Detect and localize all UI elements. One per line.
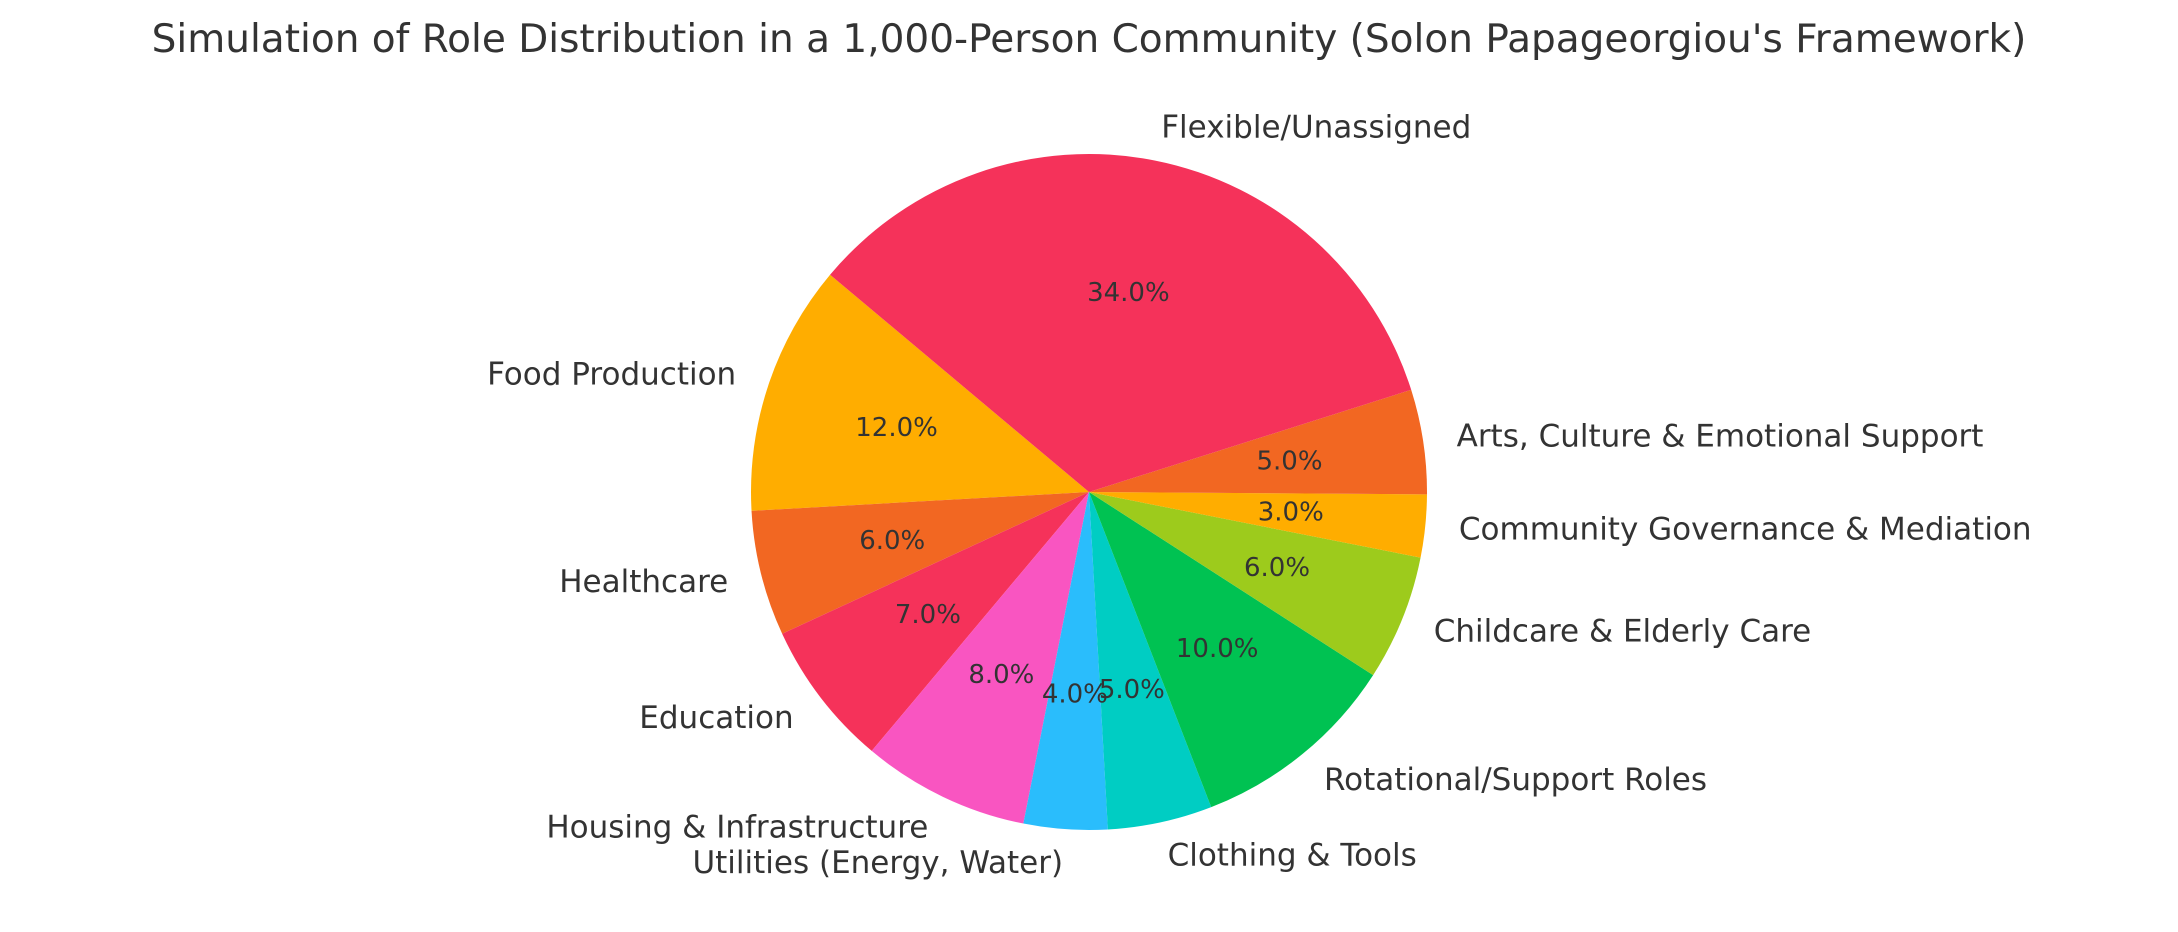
percent-label-education: 7.0% [895, 600, 961, 630]
percent-label-utilities-energy-water: 4.0% [1042, 679, 1108, 709]
category-label-education: Education [639, 700, 793, 736]
percent-label-food-production: 12.0% [855, 413, 938, 443]
pie-slice-community-governance-mediation [1089, 492, 1427, 558]
pie-slice-arts-culture-emotional-support [1089, 389, 1427, 495]
percent-label-housing-infrastructure: 8.0% [968, 660, 1034, 690]
pie-slice-education [782, 492, 1089, 751]
percent-labels: 12.0%6.0%7.0%8.0%4.0%5.0%10.0%6.0%3.0%5.… [855, 278, 1324, 709]
pie-slice-food-production [751, 274, 1089, 511]
category-label-utilities-energy-water: Utilities (Energy, Water) [692, 845, 1063, 881]
percent-label-healthcare: 6.0% [859, 526, 925, 556]
category-label-community-governance-mediation: Community Governance & Mediation [1459, 512, 2032, 548]
category-label-childcare-elderly-care: Childcare & Elderly Care [1434, 613, 1812, 649]
category-label-housing-infrastructure: Housing & Infrastructure [546, 809, 928, 845]
percent-label-childcare-elderly-care: 6.0% [1244, 553, 1310, 583]
pie-slice-housing-infrastructure [871, 492, 1089, 824]
percent-label-rotational-support-roles: 10.0% [1176, 634, 1259, 664]
category-label-flexible-unassigned: Flexible/Unassigned [1161, 109, 1471, 145]
category-label-rotational-support-roles: Rotational/Support Roles [1324, 762, 1707, 798]
percent-label-community-governance-mediation: 3.0% [1258, 497, 1324, 527]
pie-slice-childcare-elderly-care [1089, 492, 1421, 676]
category-labels: Food Production Healthcare Education Housin… [487, 109, 2031, 881]
category-label-food-production: Food Production [487, 357, 736, 393]
pie-slices [751, 154, 1427, 830]
pie-slice-flexible-unassigned [830, 154, 1412, 492]
category-label-healthcare: Healthcare [559, 564, 728, 600]
category-label-arts-culture-emotional-support: Arts, Culture & Emotional Support [1457, 418, 1984, 454]
category-label-clothing-tools: Clothing & Tools [1168, 837, 1417, 873]
percent-label-arts-culture-emotional-support: 5.0% [1256, 447, 1322, 477]
pie-slice-healthcare [751, 492, 1089, 634]
chart-title: Simulation of Role Distribution in a 1,0… [152, 17, 2027, 62]
pie-slice-clothing-tools [1089, 492, 1212, 830]
percent-label-clothing-tools: 5.0% [1099, 675, 1165, 705]
pie-slice-utilities-energy-water [1023, 492, 1108, 830]
percent-label-flexible-unassigned: 34.0% [1087, 278, 1170, 308]
pie-slice-rotational-support-roles [1089, 492, 1374, 808]
